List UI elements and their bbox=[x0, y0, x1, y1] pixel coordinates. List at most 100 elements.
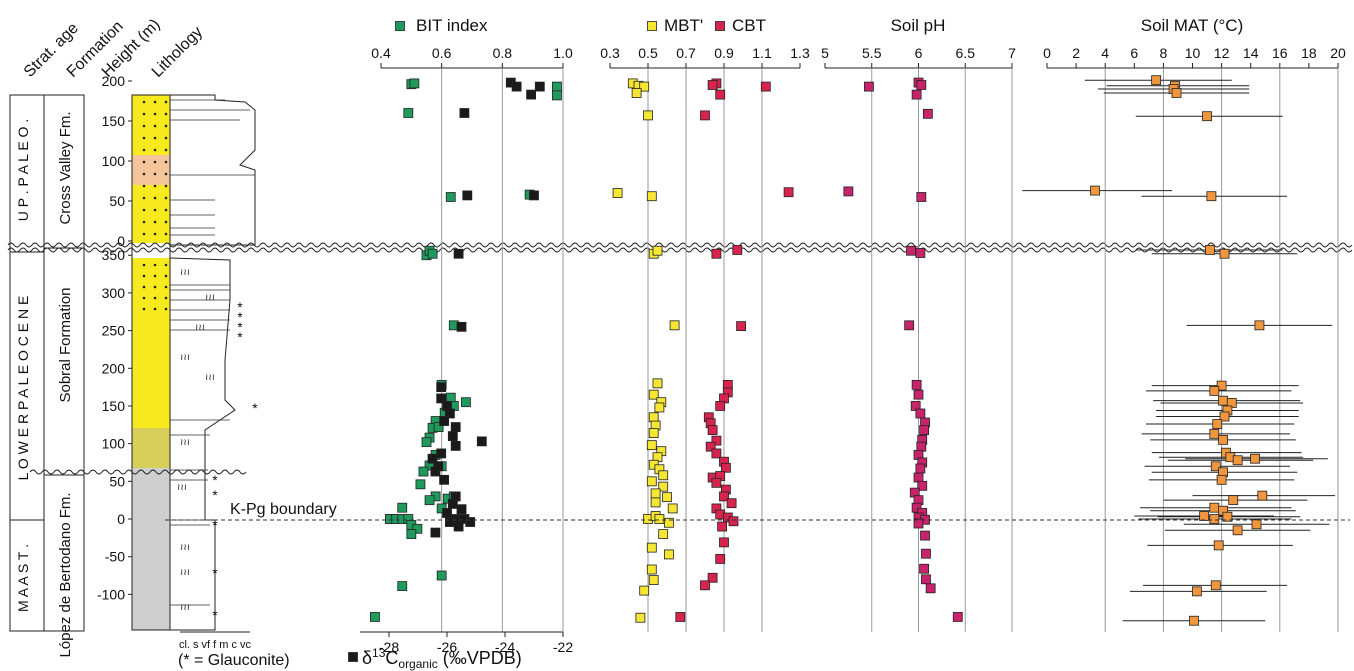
sand-dot bbox=[153, 220, 157, 224]
d13c-point bbox=[529, 190, 539, 201]
sand-dot bbox=[142, 160, 146, 164]
sand-dot bbox=[142, 100, 146, 104]
mat-point bbox=[1209, 385, 1220, 396]
sand-dot bbox=[142, 307, 146, 311]
mbt-point bbox=[635, 612, 646, 623]
bit-point bbox=[406, 529, 417, 539]
ph-point bbox=[915, 463, 926, 474]
ph-point bbox=[919, 563, 930, 574]
mbt-point bbox=[646, 191, 657, 202]
bit-point bbox=[445, 192, 456, 202]
mat-panel-tick-label: 10 bbox=[1185, 45, 1201, 61]
ph-point bbox=[913, 472, 924, 483]
cbt-point bbox=[715, 401, 726, 411]
mbt-point bbox=[667, 503, 678, 514]
bioturbation-mark: ≀≀≀ bbox=[180, 602, 190, 612]
bit-point bbox=[424, 495, 435, 506]
ph-point bbox=[915, 248, 926, 258]
bit-point bbox=[445, 392, 456, 403]
d13c-point bbox=[436, 382, 447, 393]
mat-point bbox=[1232, 455, 1243, 466]
bit-point bbox=[403, 108, 414, 118]
bit-legend-label: BIT index bbox=[416, 16, 488, 35]
mbt-point bbox=[646, 440, 657, 451]
sand-dot bbox=[164, 100, 168, 104]
sand-dot bbox=[153, 160, 157, 164]
bioturbation-mark: ≀≀≀ bbox=[180, 567, 190, 577]
bit-point bbox=[427, 248, 438, 259]
ph-point bbox=[920, 530, 930, 541]
mbt-point bbox=[658, 481, 669, 492]
mat-panel-tick-label: 20 bbox=[1330, 45, 1346, 61]
cbt-point bbox=[721, 462, 731, 473]
d13c-tick-label: -26 bbox=[437, 639, 457, 655]
mbt-panel-tick-label: 0.3 bbox=[600, 45, 620, 61]
ph-point bbox=[916, 441, 927, 452]
mat-point bbox=[1171, 88, 1182, 98]
d13c-point bbox=[459, 108, 470, 118]
d13c-point bbox=[511, 81, 522, 92]
mbt-point bbox=[664, 517, 674, 528]
bit-point bbox=[409, 78, 420, 89]
d13c-point bbox=[439, 416, 450, 426]
mat-point bbox=[1218, 434, 1228, 445]
sand-dot bbox=[164, 124, 168, 128]
d13c-point bbox=[534, 81, 545, 92]
bioturbation-mark: ≀≀≀ bbox=[177, 482, 187, 492]
sand-dot bbox=[142, 208, 146, 212]
mbt-point bbox=[646, 542, 657, 553]
bit-point bbox=[421, 437, 432, 448]
mbt-point bbox=[612, 188, 623, 198]
d13c-point bbox=[456, 504, 467, 515]
cbt-point bbox=[707, 572, 718, 583]
height-tick-label: -100 bbox=[97, 586, 125, 602]
ph-point bbox=[915, 408, 926, 419]
mat-panel-tick-label: 18 bbox=[1301, 45, 1317, 61]
sand-dot bbox=[153, 296, 157, 300]
cbt-point bbox=[711, 477, 722, 488]
sand-dot bbox=[164, 307, 168, 311]
mbt-point bbox=[631, 88, 642, 98]
sand-dot bbox=[142, 112, 146, 116]
mbt-panel-tick-label: 0.5 bbox=[638, 45, 658, 61]
cbt-point bbox=[728, 516, 739, 527]
age-lower-paleocene: L O W E R P A L E O C E N E bbox=[15, 296, 31, 481]
ph-panel-tick-label: 5 bbox=[821, 45, 829, 61]
mbt-point bbox=[658, 470, 669, 481]
height-tick-label: 350 bbox=[102, 247, 126, 263]
mbt-legend-label: MBT' bbox=[664, 16, 703, 35]
formation-break-line bbox=[29, 469, 247, 475]
cbt-point bbox=[732, 245, 743, 255]
mbt-point bbox=[669, 320, 680, 331]
bioturbation-mark: ≀≀≀ bbox=[205, 372, 215, 382]
mat-point bbox=[1189, 615, 1199, 626]
mat-point bbox=[1228, 495, 1239, 506]
ph-point bbox=[904, 320, 915, 331]
ph-panel-tick-label: 6 bbox=[915, 45, 923, 61]
mat-point bbox=[1219, 411, 1230, 422]
mat-point bbox=[1191, 586, 1202, 597]
height-tick-label: 0 bbox=[117, 233, 125, 249]
hiatus-line bbox=[7, 247, 1353, 253]
sand-dot bbox=[164, 160, 168, 164]
bit-point bbox=[436, 570, 447, 581]
bit-panel-tick-label: 0.6 bbox=[432, 45, 452, 61]
lith-mudstone bbox=[132, 468, 170, 630]
sand-dot bbox=[153, 263, 157, 267]
ph-point bbox=[911, 89, 922, 100]
sand-dot bbox=[164, 263, 168, 267]
sand-dot bbox=[153, 112, 157, 116]
height-tick-label: -50 bbox=[105, 549, 125, 565]
sand-dot bbox=[153, 136, 157, 140]
cbt-point bbox=[711, 248, 722, 259]
bioturbation-mark: ≀≀≀ bbox=[180, 267, 190, 277]
ph-point bbox=[864, 81, 874, 92]
sand-dot bbox=[142, 220, 146, 224]
height-tick-label: 0 bbox=[117, 511, 125, 527]
mat-point bbox=[1151, 75, 1162, 86]
height-tick-label: 200 bbox=[102, 360, 126, 376]
height-tick-label: 250 bbox=[102, 323, 126, 339]
ph-point bbox=[843, 186, 854, 197]
grain-size-scale: cl. s vf f m c vc bbox=[179, 639, 252, 651]
mbt-panel-tick-label: 1.3 bbox=[790, 45, 810, 61]
